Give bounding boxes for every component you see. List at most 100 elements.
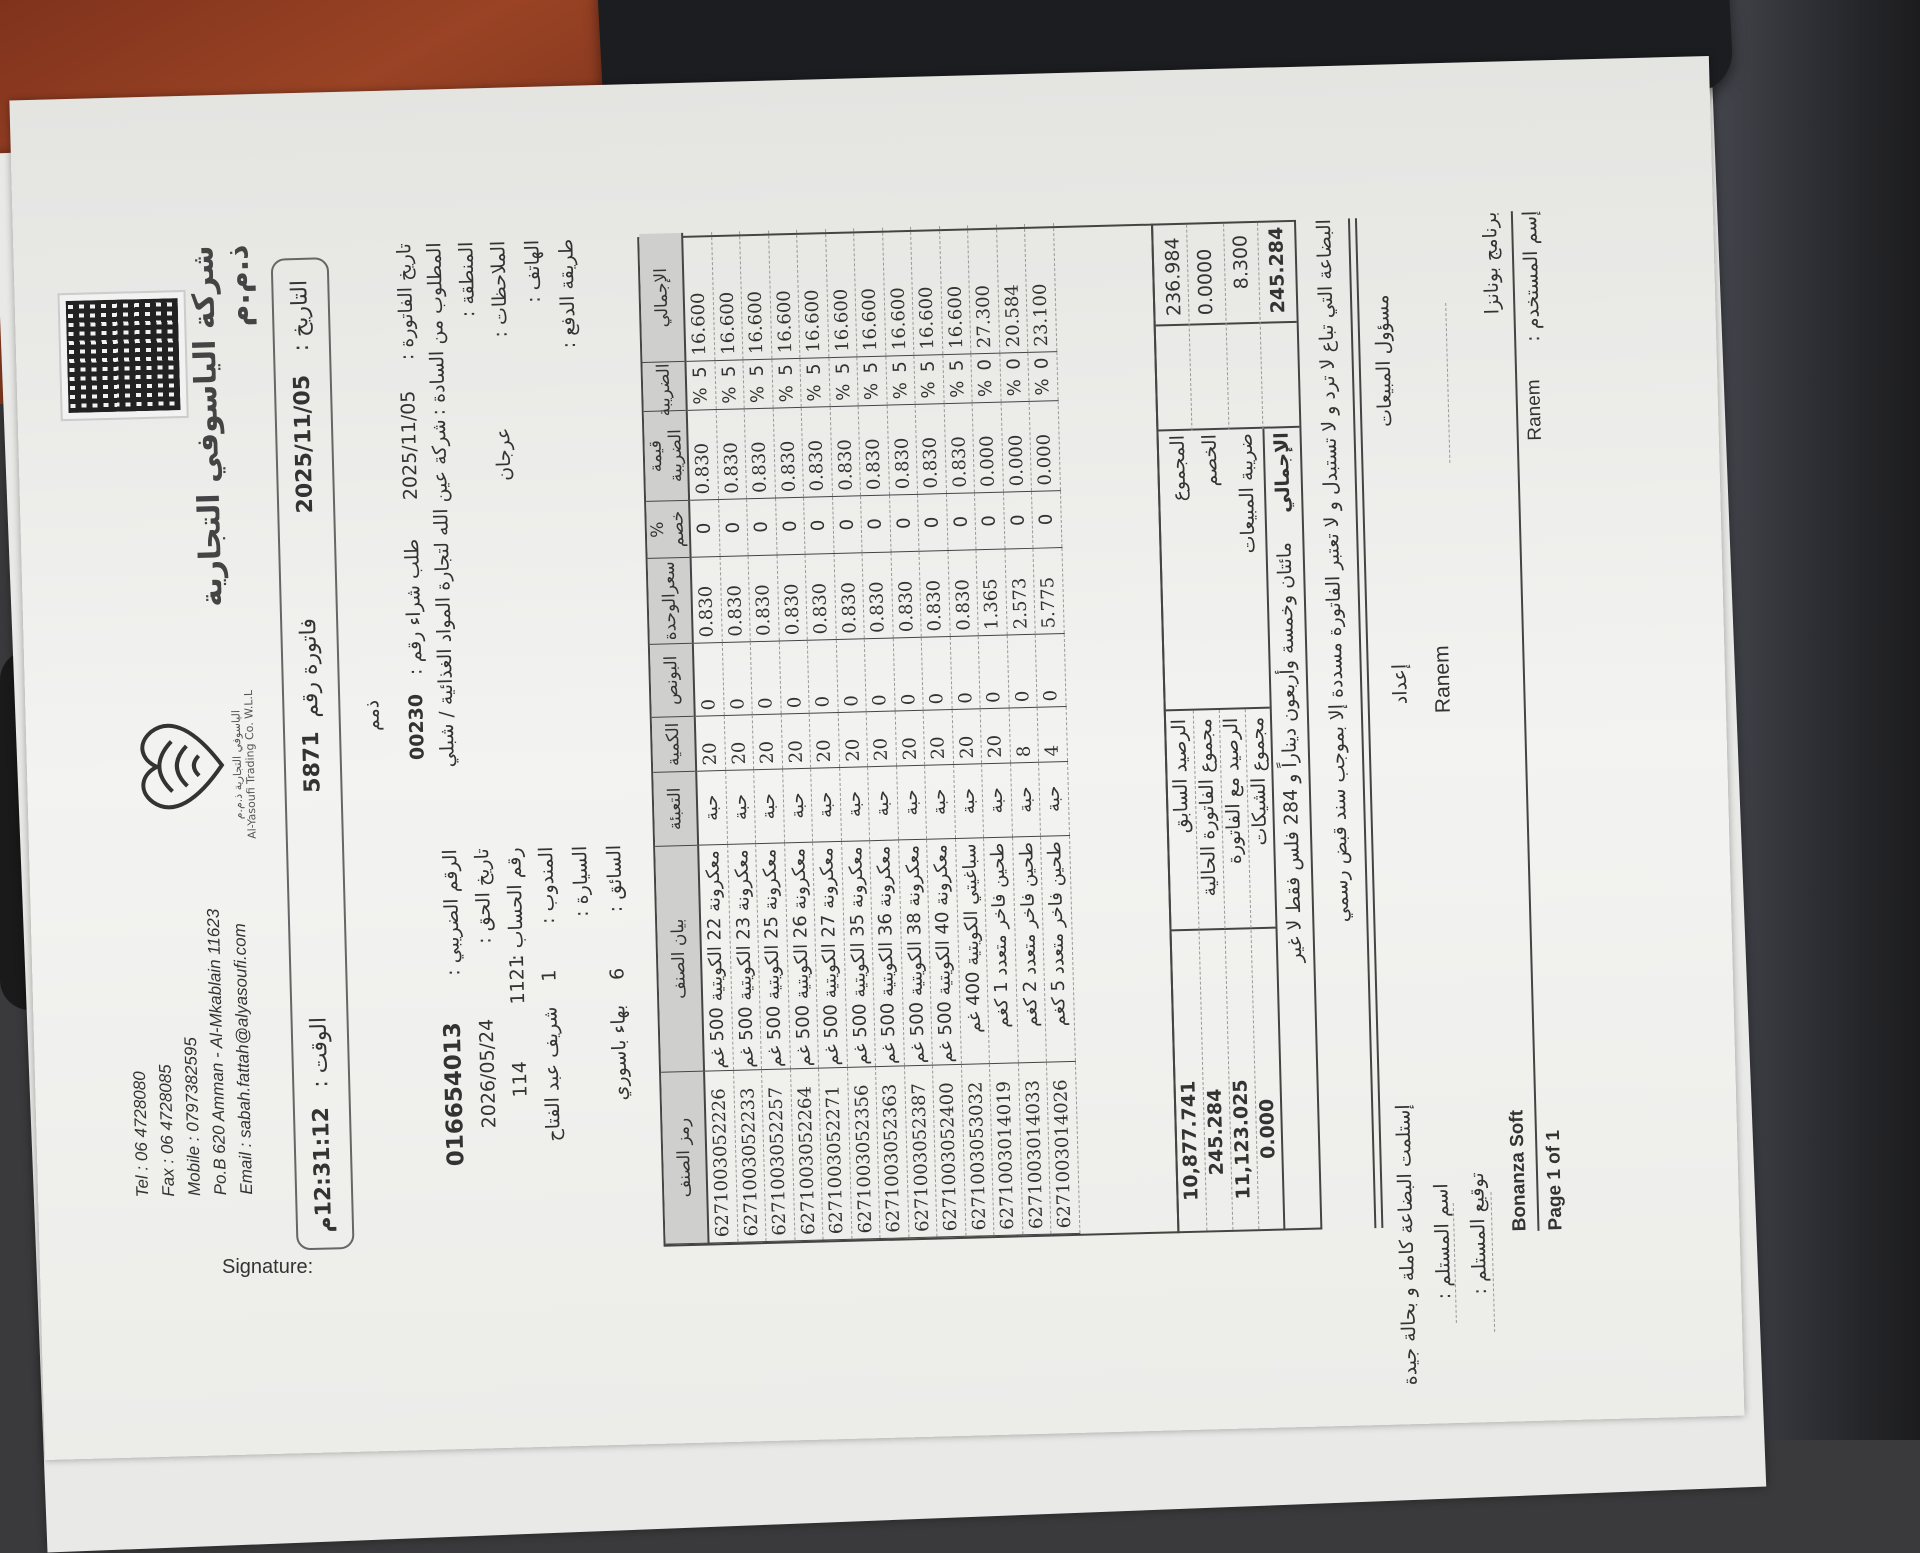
cell-tax-pct: 5% bbox=[828, 356, 859, 407]
cell-code: 6271003052271 bbox=[818, 1067, 852, 1241]
cell-pack: حبة bbox=[753, 768, 785, 844]
cell-pack: حبة bbox=[953, 763, 984, 839]
cell-price: 0.830 bbox=[890, 551, 922, 639]
cell-bonus: 0 bbox=[807, 639, 838, 714]
cell-price: 0.830 bbox=[805, 553, 836, 641]
percent-sign: % bbox=[918, 381, 940, 399]
cell-tax-value: 0.000 bbox=[1000, 401, 1032, 493]
cell-tax-pct: 5% bbox=[885, 355, 916, 406]
current-invoice-label: مجموع الفاتورة الحالية bbox=[1193, 718, 1221, 897]
software-name-en: Bonanza Soft bbox=[1506, 1109, 1531, 1232]
cell-price: 1.365 bbox=[975, 549, 1007, 636]
invoice-header-box: التاريخ : 2025/11/05 فاتورة رقم 5871 الو… bbox=[270, 257, 355, 1251]
customer-label: المطلوب من السادة : bbox=[423, 242, 450, 416]
column-header: % خصم bbox=[646, 500, 691, 559]
cell-qty: 20 bbox=[809, 712, 840, 769]
cell-code: 6271003014033 bbox=[1017, 1062, 1051, 1235]
invoice-page: شركة الياسوفي التجارية ذ.م.م الياسوفي ال… bbox=[9, 55, 1745, 1461]
cell-total: 16.600 bbox=[882, 227, 914, 357]
cell-disc: 0 bbox=[746, 498, 777, 556]
time-label: الوقت : bbox=[306, 1016, 334, 1088]
payment-type: ذمم bbox=[361, 699, 385, 732]
percent-sign: % bbox=[718, 386, 741, 404]
tax-percent: 0 bbox=[974, 358, 997, 371]
discount-label: الخصم bbox=[1198, 433, 1222, 487]
cell-bonus: 0 bbox=[892, 637, 924, 712]
cell-tax-value: 0.830 bbox=[772, 407, 804, 499]
cell-code: 6271003052387 bbox=[903, 1065, 937, 1238]
cell-code: 6271003052226 bbox=[704, 1070, 738, 1244]
driver-number: 6 bbox=[606, 967, 629, 981]
time-value: 12:31:12م bbox=[308, 1106, 338, 1233]
column-header: التعبئة bbox=[653, 771, 699, 847]
cell-qty: 20 bbox=[752, 713, 783, 770]
cell-pack: حبة bbox=[896, 765, 927, 840]
tax-number-label: الرقم الضريبي : bbox=[439, 848, 465, 977]
cell-disc: 0 bbox=[974, 492, 1005, 550]
cell-total: 16.600 bbox=[853, 228, 886, 357]
po-label: طلب شراء رقم : bbox=[401, 538, 427, 676]
cell-pack: حبة bbox=[839, 766, 870, 842]
cell-code: 6271003052233 bbox=[733, 1069, 767, 1243]
cell-disc: 0 bbox=[803, 496, 834, 555]
sales-tax-value: 8.300 bbox=[1229, 234, 1253, 290]
cell-pack: حبة bbox=[867, 765, 899, 841]
cell-price: 0.830 bbox=[919, 550, 950, 638]
column-header: الإجمالي bbox=[639, 233, 686, 363]
cell-disc: 0 bbox=[917, 493, 948, 552]
cell-qty: 20 bbox=[866, 711, 897, 767]
customer-name: شركة عين الله لتجارة المواد الغذائية / ش… bbox=[427, 419, 460, 768]
cell-qty: 20 bbox=[923, 709, 954, 766]
cell-code: 6271003052400 bbox=[932, 1064, 966, 1238]
account-extra: 114 bbox=[508, 1060, 532, 1098]
cell-bonus: 0 bbox=[778, 640, 810, 714]
user-name: Ranem bbox=[1523, 379, 1546, 441]
cell-bonus: 0 bbox=[1006, 634, 1038, 709]
tax-percent: 0 bbox=[1003, 357, 1025, 370]
cell-price: 0.830 bbox=[776, 554, 808, 642]
driver-name: بهاء باسوري bbox=[607, 1004, 632, 1101]
cell-qty: 20 bbox=[694, 715, 726, 772]
notes-value: عرجان bbox=[492, 427, 516, 482]
notes-label: الملاحظات : bbox=[487, 240, 512, 338]
cell-qty: 20 bbox=[951, 708, 982, 765]
previous-balance-label: الرصيد السابق bbox=[1167, 718, 1193, 834]
received-statement: إستلمت البضاعة كاملة و بحالة جيدة bbox=[1392, 1104, 1422, 1386]
percent-sign: % bbox=[1003, 378, 1026, 397]
receiver-signature-label: توقيع المستلم : bbox=[1465, 1172, 1492, 1295]
po-number: 00230 bbox=[405, 693, 429, 761]
column-header: رمز الصنف bbox=[661, 1071, 709, 1245]
logo-emblem-icon bbox=[140, 723, 225, 810]
percent-sign: % bbox=[861, 382, 883, 401]
cell-bonus: 0 bbox=[1035, 633, 1066, 708]
receiver-name-label: اسم المستلم : bbox=[1430, 1183, 1456, 1300]
cell-pack: حبة bbox=[810, 767, 842, 843]
cell-tax-pct: 0% bbox=[970, 353, 1001, 403]
cheques-label: مجموع الشيكات bbox=[1245, 716, 1272, 846]
prepared-by-label: إعداد bbox=[1388, 663, 1412, 705]
user-label: إسم المستخدم : bbox=[1518, 210, 1545, 343]
percent-sign: % bbox=[946, 380, 969, 399]
cell-tax-pct: 0% bbox=[1027, 351, 1058, 402]
prepared-by-name: Ranem bbox=[1430, 645, 1455, 714]
subtotal-label: المجموع bbox=[1166, 434, 1191, 502]
percent-sign: % bbox=[975, 379, 997, 398]
receiver-signature-field bbox=[1490, 1192, 1496, 1333]
cell-pack: حبة bbox=[782, 768, 813, 843]
cell-tax-value: 0.830 bbox=[686, 409, 719, 501]
percent-sign: % bbox=[1032, 378, 1054, 396]
cell-total: 20.584 bbox=[996, 224, 1028, 354]
cell-total: 27.300 bbox=[967, 225, 1000, 354]
cell-pack: حبة bbox=[1010, 762, 1041, 837]
contact-info: Tel : 06 4728080 Fax : 06 4728085 Mobile… bbox=[122, 874, 260, 1198]
cell-total: 16.600 bbox=[939, 225, 971, 355]
cell-disc: 0 bbox=[832, 495, 863, 554]
cell-price: 0.830 bbox=[947, 549, 979, 637]
percent-sign: % bbox=[690, 387, 712, 405]
cell-qty: 4 bbox=[1037, 706, 1068, 763]
tax-percent: 5 bbox=[889, 360, 911, 373]
discount-value: 0.0000 bbox=[1193, 248, 1218, 316]
percent-sign: % bbox=[832, 383, 855, 402]
company-logo: الياسوفي التجارية ذ.م.م Al-Yasoufi Tradi… bbox=[124, 669, 279, 863]
cell-code: 6271003053032 bbox=[960, 1063, 994, 1237]
